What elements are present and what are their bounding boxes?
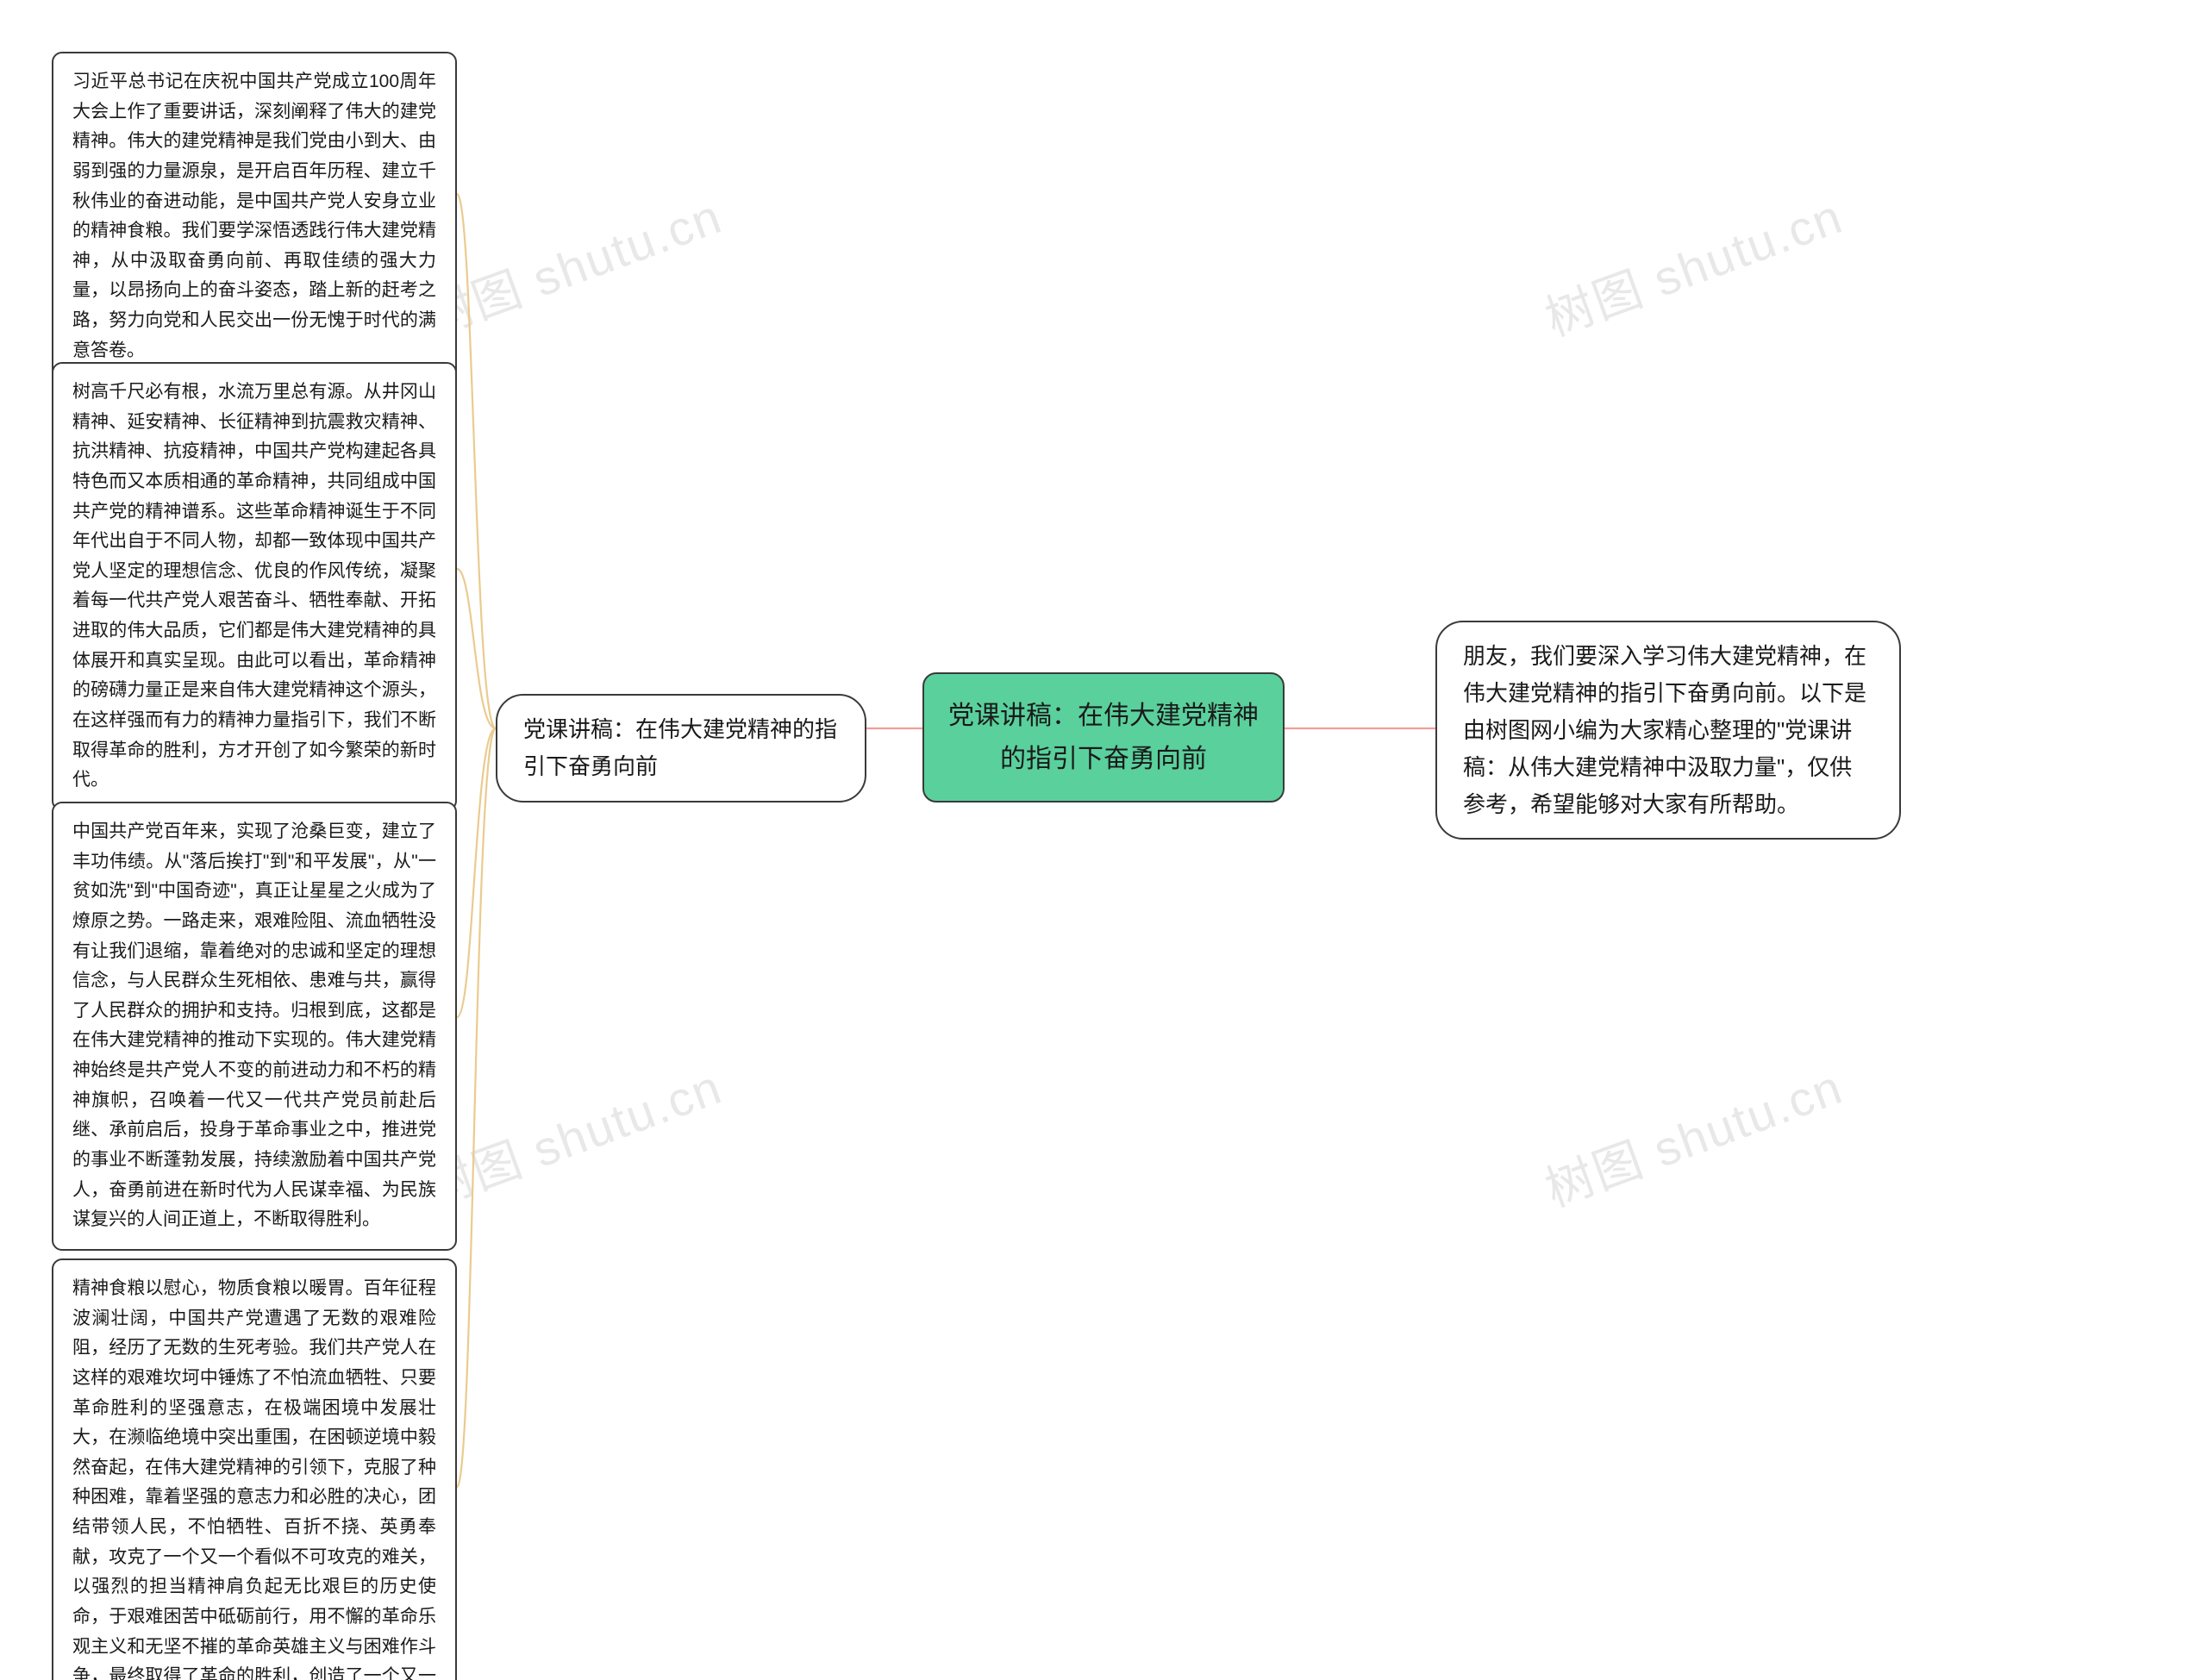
mindmap-leaf-3[interactable]: 中国共产党百年来，实现了沧桑巨变，建立了丰功伟绩。从"落后挨打"到"和平发展"，… — [52, 802, 457, 1251]
connector — [457, 569, 496, 728]
mindmap-center-node[interactable]: 党课讲稿：在伟大建党精神的指引下奋勇向前 — [922, 672, 1285, 803]
mindmap-leaf-1[interactable]: 习近平总书记在庆祝中国共产党成立100周年大会上作了重要讲话，深刻阐释了伟大的建… — [52, 52, 457, 381]
connector — [457, 728, 496, 1487]
mindmap-leaf-4[interactable]: 精神食粮以慰心，物质食粮以暖胃。百年征程波澜壮阔，中国共产党遭遇了无数的艰难险阻… — [52, 1258, 457, 1680]
watermark: 树图 shutu.cn — [1535, 178, 1851, 350]
connector — [457, 728, 496, 1017]
leaf-text: 精神食粮以慰心，物质食粮以暖胃。百年征程波澜壮阔，中国共产党遭遇了无数的艰难险阻… — [72, 1278, 436, 1680]
watermark-cn: 树图 — [1538, 1132, 1651, 1217]
connector — [457, 194, 496, 728]
leaf-text: 习近平总书记在庆祝中国共产党成立100周年大会上作了重要讲话，深刻阐释了伟大的建… — [72, 72, 436, 360]
right-branch-text: 朋友，我们要深入学习伟大建党精神，在伟大建党精神的指引下奋勇向前。以下是由树图网… — [1463, 643, 1866, 817]
leaf-text: 树高千尺必有根，水流万里总有源。从井冈山精神、延安精神、长征精神到抗震救灾精神、… — [72, 382, 436, 790]
center-node-text: 党课讲稿：在伟大建党精神的指引下奋勇向前 — [948, 702, 1259, 773]
watermark: 树图 shutu.cn — [1535, 1048, 1851, 1221]
leaf-text: 中国共产党百年来，实现了沧桑巨变，建立了丰功伟绩。从"落后挨打"到"和平发展"，… — [72, 821, 436, 1229]
mindmap-right-branch[interactable]: 朋友，我们要深入学习伟大建党精神，在伟大建党精神的指引下奋勇向前。以下是由树图网… — [1435, 621, 1901, 840]
left-branch-text: 党课讲稿：在伟大建党精神的指引下奋勇向前 — [523, 716, 837, 779]
mindmap-left-branch[interactable]: 党课讲稿：在伟大建党精神的指引下奋勇向前 — [496, 694, 866, 803]
watermark: 树图 shutu.cn — [414, 178, 730, 350]
watermark: 树图 shutu.cn — [414, 1048, 730, 1221]
watermark-en: shutu.cn — [1647, 1059, 1850, 1177]
watermark-en: shutu.cn — [1647, 189, 1850, 307]
watermark-en: shutu.cn — [526, 189, 729, 307]
watermark-cn: 树图 — [1538, 261, 1651, 347]
watermark-en: shutu.cn — [526, 1059, 729, 1177]
mindmap-leaf-2[interactable]: 树高千尺必有根，水流万里总有源。从井冈山精神、延安精神、长征精神到抗震救灾精神、… — [52, 362, 457, 811]
